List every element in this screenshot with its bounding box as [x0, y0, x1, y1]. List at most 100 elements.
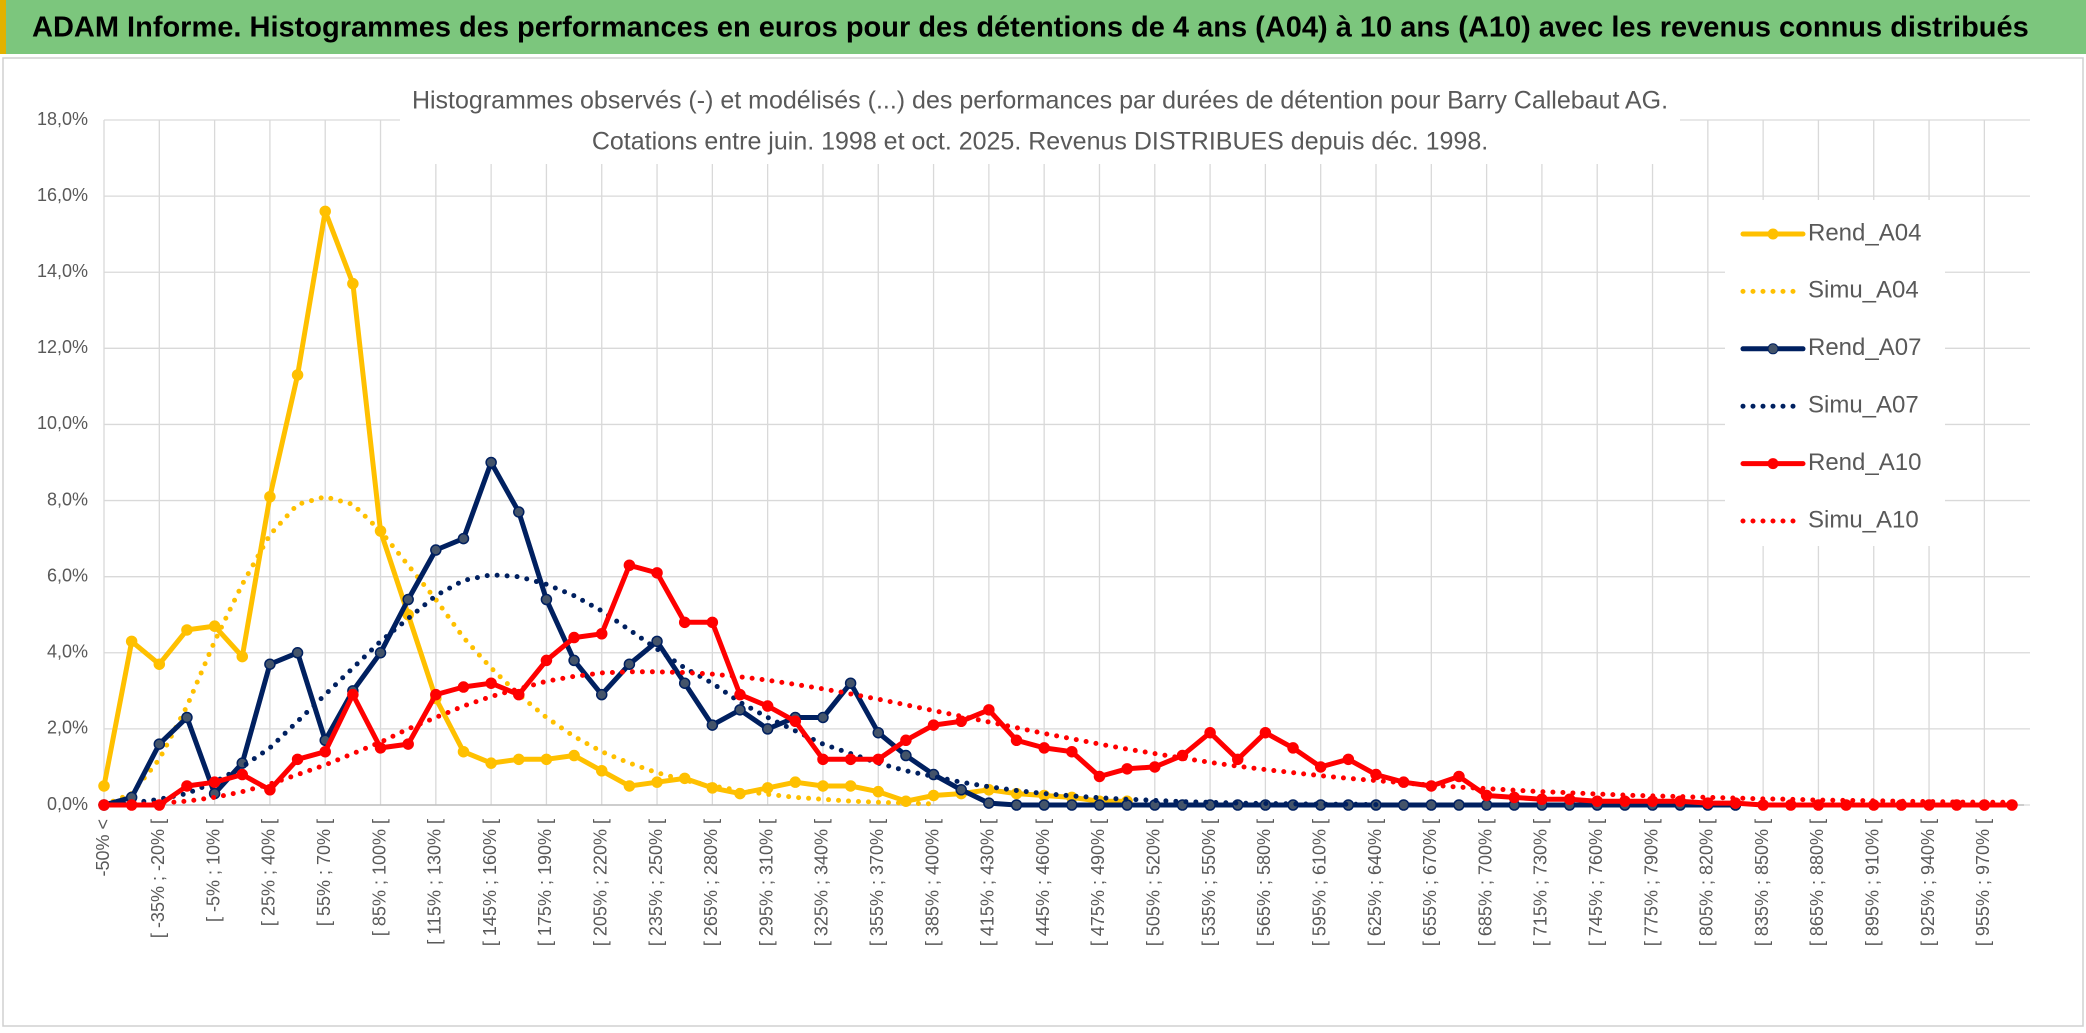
x-tick-label: [ 415% ; 430% [: [978, 819, 998, 946]
data-point: [568, 654, 580, 667]
data-point: [623, 658, 636, 670]
data-point: [761, 700, 774, 712]
data-point: [1010, 799, 1023, 811]
data-point: [1038, 799, 1050, 811]
x-tick-label: [ 385% ; 400% [: [922, 819, 942, 946]
data-point: [2006, 799, 2018, 811]
header-band: [0, 0, 2086, 54]
x-tick-label: [ 235% ; 250% [: [646, 819, 666, 946]
y-tick-label: 16,0%: [37, 185, 88, 205]
data-point: [955, 715, 967, 728]
data-point: [706, 616, 719, 629]
data-point: [457, 745, 470, 758]
x-tick-label: [ 745% ; 760% [: [1586, 819, 1606, 946]
x-tick-label: -50% <: [93, 819, 113, 877]
x-tick-label: [ 295% ; 310% [: [756, 819, 776, 946]
data-point: [125, 635, 138, 648]
data-point: [927, 719, 940, 731]
data-point: [872, 726, 885, 739]
plot-area: [98, 205, 2018, 811]
data-point: [1314, 761, 1327, 773]
data-point: [678, 677, 691, 689]
x-tick-label: [ 655% ; 670% [: [1420, 819, 1440, 946]
data-point: [1121, 763, 1133, 775]
header-edge: [0, 0, 6, 54]
y-tick-label: 18,0%: [37, 109, 88, 129]
data-point: [1508, 791, 1521, 804]
x-tick-label: [ 325% ; 340% [: [812, 819, 832, 946]
data-point: [1729, 797, 1742, 809]
x-tick-label: [ -5% ; 10% [: [203, 819, 223, 922]
data-point: [1093, 770, 1106, 783]
data-point: [402, 738, 414, 750]
data-point: [513, 688, 525, 701]
legend-label: Rend_A04: [1808, 219, 1921, 246]
data-point: [540, 654, 553, 667]
x-tick-label: [ 595% ; 610% [: [1309, 819, 1329, 946]
data-point: [1453, 799, 1465, 811]
data-point: [347, 688, 359, 701]
data-point: [789, 715, 802, 728]
x-tick-label: [ 175% ; 190% [: [535, 819, 555, 946]
x-tick-label: [ 955% ; 970% [: [1973, 819, 1993, 946]
data-point: [1121, 799, 1133, 811]
data-point: [706, 719, 719, 731]
legend: Rend_A04 Simu_A04 Rend_A07 Simu_A07 Rend_A10…: [1725, 200, 1945, 546]
legend-label: Simu_A10: [1808, 506, 1919, 533]
series-line: [101, 562, 2015, 808]
data-point: [1480, 789, 1493, 802]
data-point: [1812, 799, 1825, 811]
data-point: [651, 635, 663, 648]
y-tick-label: 2,0%: [47, 718, 88, 738]
data-point: [761, 723, 774, 735]
data-point: [623, 780, 636, 792]
x-tick-label: [ 775% ; 790% [: [1641, 819, 1661, 946]
x-tick-label: [ 625% ; 640% [: [1365, 819, 1385, 946]
data-point: [872, 785, 885, 798]
data-point: [1702, 797, 1714, 809]
legend-label: Rend_A07: [1808, 334, 1921, 361]
data-point: [1204, 726, 1216, 739]
data-point: [789, 776, 802, 788]
series-line: [101, 669, 2015, 808]
data-point: [955, 784, 967, 796]
data-point: [1093, 799, 1106, 811]
data-point: [1149, 761, 1161, 773]
x-tick-label: [ 55% ; 70% [: [314, 819, 334, 926]
data-point: [678, 616, 691, 629]
x-tick-label: [ 715% ; 730% [: [1531, 819, 1551, 946]
data-point: [430, 544, 442, 556]
data-point: [1259, 726, 1272, 739]
x-tick-label: [ 835% ; 850% [: [1752, 819, 1772, 946]
data-point: [291, 753, 304, 766]
data-point: [291, 647, 304, 659]
data-point: [1010, 734, 1023, 747]
y-tick-label: 0,0%: [47, 794, 88, 814]
data-point: [236, 768, 249, 781]
data-point: [1425, 799, 1438, 811]
x-tick-label: [ 895% ; 910% [: [1862, 819, 1882, 946]
data-point: [1066, 799, 1078, 811]
data-point: [844, 677, 857, 689]
data-point: [319, 205, 331, 218]
data-point: [1342, 753, 1355, 766]
data-point: [900, 734, 912, 747]
y-tick-label: 6,0%: [47, 565, 88, 585]
data-point: [430, 688, 442, 701]
data-point: [319, 745, 331, 758]
x-tick-label: [ 115% ; 130% [: [425, 819, 445, 945]
data-point: [181, 624, 193, 636]
data-point: [291, 369, 304, 381]
data-point: [651, 567, 663, 579]
data-point: [98, 780, 110, 792]
data-point: [817, 780, 829, 792]
y-tick-label: 8,0%: [47, 489, 88, 509]
x-tick-label: [ 505% ; 520% [: [1144, 819, 1164, 946]
data-point: [374, 742, 387, 754]
data-point: [208, 620, 221, 632]
data-point: [181, 711, 193, 724]
data-point: [1563, 793, 1576, 806]
data-point: [817, 753, 829, 766]
series-line: [101, 494, 937, 808]
data-point: [513, 506, 525, 518]
